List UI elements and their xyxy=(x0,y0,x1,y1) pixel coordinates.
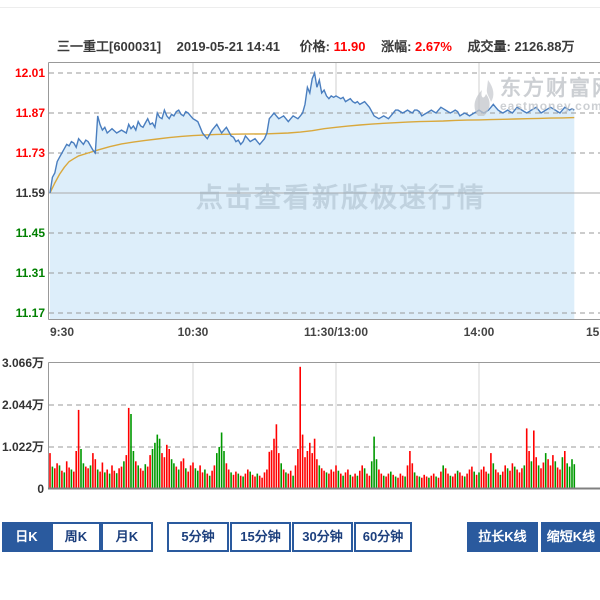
change-label: 涨幅: xyxy=(381,39,412,54)
volume-value: 2126.88万 xyxy=(514,39,575,54)
price-line xyxy=(49,70,575,194)
xtick-1030: 10:30 xyxy=(177,325,209,339)
price-label: 价格: xyxy=(299,39,330,54)
period-button-60min[interactable]: 60分钟 xyxy=(354,522,412,552)
top-divider xyxy=(0,7,600,8)
xtick-1130-1300: 11:30/13:00 xyxy=(303,325,369,339)
price-chart-canvas[interactable] xyxy=(48,62,600,320)
price-dashed-gridlines xyxy=(49,72,600,314)
volume-chart-canvas[interactable] xyxy=(48,360,600,490)
change-value: 2.67% xyxy=(415,39,452,54)
eastmoney-cn-text: 东方财富网 xyxy=(500,77,600,100)
price-ytick-4: 11.45 xyxy=(15,226,45,240)
stretch-kline-button[interactable]: 拉长K线 xyxy=(467,522,538,552)
eastmoney-en-text: eastmoney.com xyxy=(500,99,600,113)
price-ytick-prev-close: 11.59 xyxy=(15,186,45,200)
xtick-0930: 9:30 xyxy=(50,325,75,339)
eastmoney-logo-watermark: 东方财富网 eastmoney.com xyxy=(468,78,600,118)
vol-ytick-0: 3.066万 xyxy=(1,356,44,370)
xtick-1500: 15 xyxy=(586,325,600,339)
shrink-kline-button[interactable]: 缩短K线 xyxy=(541,522,600,552)
new-version-link-watermark[interactable]: 点击查看新版极速行情 xyxy=(196,183,486,213)
stock-name: 三一重工[600031] xyxy=(57,39,162,54)
period-button-daily-k[interactable]: 日K xyxy=(2,522,51,552)
volume-chart-border xyxy=(48,362,600,489)
period-button-weekly-k[interactable]: 周K xyxy=(51,522,101,552)
price-ytick-2: 11.73 xyxy=(15,146,45,160)
volume-bars xyxy=(49,366,576,488)
price-ytick-0: 12.01 xyxy=(14,66,45,80)
price-value: 11.90 xyxy=(333,39,366,54)
price-ytick-6: 11.17 xyxy=(15,306,45,320)
price-ytick-1: 11.87 xyxy=(15,106,45,120)
period-button-15min[interactable]: 15分钟 xyxy=(230,522,291,552)
vol-ytick-1: 2.044万 xyxy=(1,398,44,412)
quote-header: 三一重工[600031] 2019-05-21 14:41 价格: 11.90 … xyxy=(57,36,575,54)
vol-ytick-2: 1.022万 xyxy=(1,440,44,454)
period-button-5min[interactable]: 5分钟 xyxy=(167,522,229,552)
vol-ytick-3: 0 xyxy=(37,482,44,496)
volume-label: 成交量: xyxy=(467,39,511,54)
eastmoney-flame-icon xyxy=(474,80,494,116)
price-chart-border xyxy=(48,62,600,320)
period-button-30min[interactable]: 30分钟 xyxy=(292,522,353,552)
quote-datetime: 2019-05-21 14:41 xyxy=(176,39,281,54)
xtick-1400: 14:00 xyxy=(463,325,495,339)
period-button-monthly-k[interactable]: 月K xyxy=(101,522,153,552)
volume-dashed-gridlines xyxy=(49,404,600,448)
price-area-fill xyxy=(50,73,575,319)
avg-line xyxy=(49,116,575,194)
price-ytick-5: 11.31 xyxy=(15,266,45,280)
